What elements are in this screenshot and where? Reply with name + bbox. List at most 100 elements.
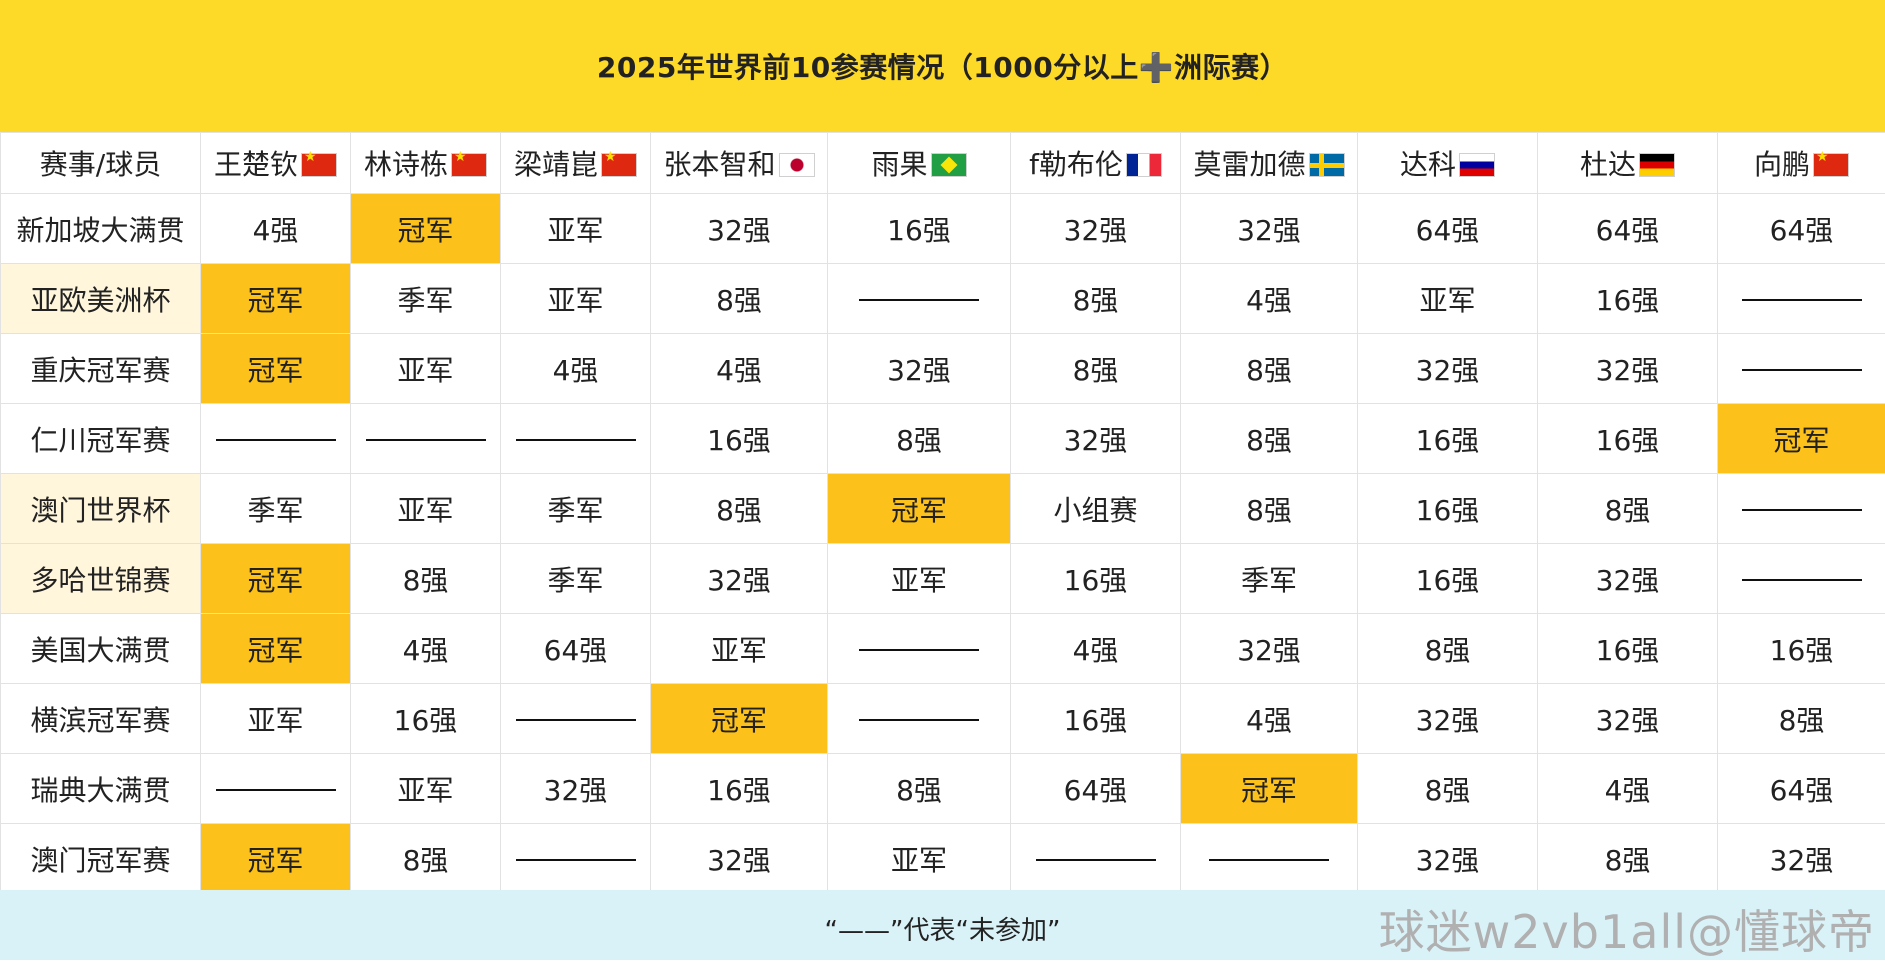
result-cell: 32强 (1358, 824, 1538, 894)
result-cell: 32强 (1358, 684, 1538, 754)
result-cell: 4强 (201, 194, 351, 264)
result-cell: 16强 (1358, 404, 1538, 474)
result-cell: 16强 (1538, 404, 1718, 474)
result-cell: 小组赛 (1011, 474, 1181, 544)
event-name: 亚欧美洲杯 (1, 264, 201, 334)
player-name: 雨果 (871, 148, 927, 181)
champion-cell: 冠军 (201, 824, 351, 894)
china-flag-icon (1813, 153, 1849, 177)
result-cell: 亚军 (351, 754, 501, 824)
result-cell: 16强 (651, 404, 828, 474)
player-name: f勒布伦 (1029, 148, 1123, 181)
result-cell: 亚军 (828, 544, 1011, 614)
result-cell: 16强 (1011, 544, 1181, 614)
result-cell: 32强 (1538, 684, 1718, 754)
player-name: 莫雷加德 (1193, 148, 1305, 181)
brazil-flag-icon (931, 153, 967, 177)
result-cell: 4强 (501, 334, 651, 404)
champion-cell: 冠军 (651, 684, 828, 754)
player-header: 杜达 (1538, 133, 1718, 194)
dash-line (1036, 859, 1156, 861)
dash-line (516, 859, 636, 861)
player-header: 向鹏 (1718, 133, 1885, 194)
dash-line (1742, 299, 1862, 301)
champion-cell: 冠军 (1181, 754, 1358, 824)
result-cell: 亚军 (1358, 264, 1538, 334)
champion-cell: 冠军 (1718, 404, 1885, 474)
result-cell: 8强 (1718, 684, 1885, 754)
result-cell: 8强 (351, 824, 501, 894)
dash-line (366, 439, 486, 441)
sweden-flag-icon (1309, 153, 1345, 177)
dash-line (216, 789, 336, 791)
result-cell: 季军 (1181, 544, 1358, 614)
result-cell: 4强 (1538, 754, 1718, 824)
not-participated-cell (828, 684, 1011, 754)
player-name: 向鹏 (1754, 148, 1810, 181)
header-label: 赛事/球员 (1, 133, 201, 194)
result-cell: 季军 (201, 474, 351, 544)
result-cell: 32强 (1718, 824, 1885, 894)
result-cell: 64强 (1718, 754, 1885, 824)
result-cell: 8强 (1538, 474, 1718, 544)
result-cell: 8强 (1011, 334, 1181, 404)
japan-flag-icon (779, 153, 815, 177)
result-cell: 32强 (1011, 194, 1181, 264)
result-cell: 8强 (1011, 264, 1181, 334)
not-participated-cell (501, 684, 651, 754)
result-cell: 4强 (1181, 684, 1358, 754)
champion-cell: 冠军 (201, 614, 351, 684)
champion-cell: 冠军 (201, 264, 351, 334)
result-cell: 8强 (1358, 754, 1538, 824)
player-name: 林诗栋 (364, 148, 448, 181)
result-cell: 64强 (501, 614, 651, 684)
event-name: 瑞典大满贯 (1, 754, 201, 824)
champion-cell: 冠军 (201, 334, 351, 404)
result-cell: 32强 (651, 824, 828, 894)
result-cell: 32强 (1358, 334, 1538, 404)
result-cell: 8强 (1181, 404, 1358, 474)
result-cell: 16强 (1718, 614, 1885, 684)
china-flag-icon (601, 153, 637, 177)
player-name: 张本智和 (663, 148, 775, 181)
not-participated-cell (1718, 264, 1885, 334)
dash-line (516, 439, 636, 441)
result-cell: 亚军 (201, 684, 351, 754)
result-cell: 64强 (1538, 194, 1718, 264)
champion-cell: 冠军 (351, 194, 501, 264)
player-header: 雨果 (828, 133, 1011, 194)
player-name: 梁靖崑 (514, 148, 598, 181)
event-name: 美国大满贯 (1, 614, 201, 684)
result-cell: 32强 (651, 544, 828, 614)
player-name: 杜达 (1580, 148, 1636, 181)
champion-cell: 冠军 (201, 544, 351, 614)
result-cell: 64强 (1358, 194, 1538, 264)
result-cell: 4强 (1011, 614, 1181, 684)
not-participated-cell (828, 614, 1011, 684)
result-cell: 16强 (1358, 474, 1538, 544)
result-cell: 32强 (828, 334, 1011, 404)
dash-line (216, 439, 336, 441)
result-cell: 16强 (651, 754, 828, 824)
not-participated-cell (1718, 474, 1885, 544)
result-cell: 8强 (1181, 474, 1358, 544)
event-name: 澳门冠军赛 (1, 824, 201, 894)
dash-line (1742, 509, 1862, 511)
result-cell: 32强 (1538, 544, 1718, 614)
watermark: 球迷w2vb1all@懂球帝 (1379, 896, 1875, 962)
result-cell: 8强 (828, 404, 1011, 474)
not-participated-cell (501, 404, 651, 474)
result-cell: 8强 (351, 544, 501, 614)
player-header: 林诗栋 (351, 133, 501, 194)
result-cell: 8强 (828, 754, 1011, 824)
result-cell: 亚军 (828, 824, 1011, 894)
result-cell: 32强 (1011, 404, 1181, 474)
result-cell: 亚军 (501, 194, 651, 264)
result-cell: 4强 (651, 334, 828, 404)
